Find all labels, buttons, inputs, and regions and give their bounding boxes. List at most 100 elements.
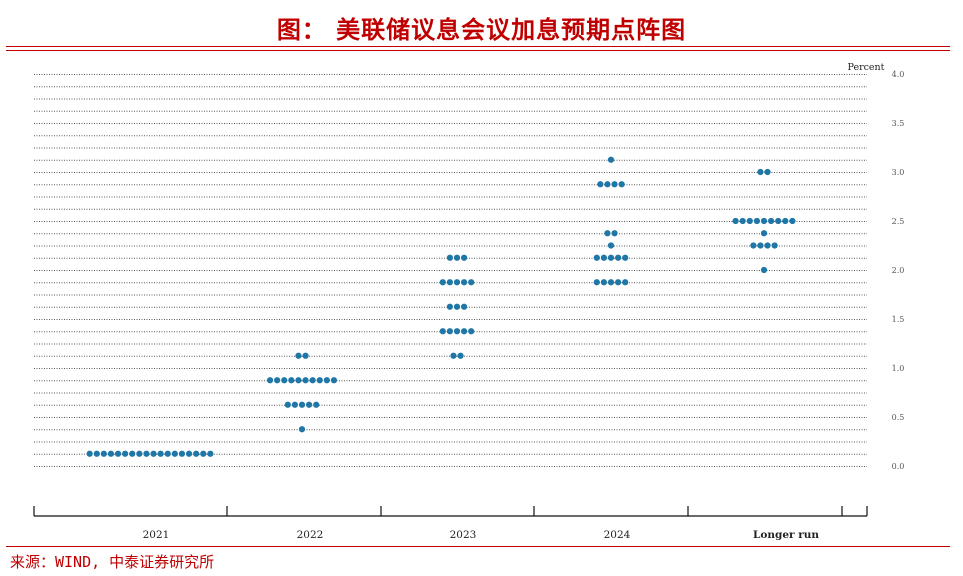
dot-mark (316, 377, 323, 384)
dot-mark (739, 217, 746, 225)
dot-mark (453, 303, 461, 310)
dot-mark (164, 450, 171, 457)
dot-mark (114, 450, 122, 457)
y-tick-label: 3.5 (892, 119, 905, 128)
dot-mark (446, 328, 453, 335)
dot-mark (330, 377, 338, 384)
dot-mark (457, 352, 464, 359)
y-tick-label: 3.0 (892, 168, 905, 177)
dot-mark (453, 279, 461, 286)
dot-mark (760, 217, 768, 225)
dot-mark (266, 377, 274, 384)
dot-mark (284, 401, 291, 408)
title-bottom-rule (6, 50, 950, 51)
x-category-label: 2023 (450, 529, 477, 541)
x-category-label: 2024 (604, 529, 631, 541)
dot-mark (453, 254, 461, 261)
dot-mark (288, 377, 295, 384)
dot-mark (760, 266, 768, 274)
dot-mark (461, 279, 468, 286)
dot-mark (129, 450, 136, 457)
dot-mark (446, 303, 453, 310)
y-tick-label: 4.0 (892, 70, 905, 79)
dot-mark (782, 217, 789, 225)
dot-mark (468, 328, 475, 335)
dot-mark (757, 168, 764, 176)
dot-mark (93, 450, 100, 457)
dot-mark (295, 352, 302, 359)
x-category-label: Longer run (753, 529, 819, 541)
dot-mark (313, 401, 320, 408)
dot-mark (291, 401, 298, 408)
title-top-rule (6, 46, 950, 47)
y-tick-label: 1.0 (892, 364, 905, 373)
x-category-label: 2022 (297, 529, 324, 541)
dot-mark (604, 181, 611, 188)
dot-mark (302, 352, 309, 359)
dot-mark (622, 254, 629, 261)
dot-mark (764, 242, 771, 249)
dot-mark (178, 450, 186, 457)
dot-mark (607, 156, 615, 163)
dot-mark (597, 181, 604, 188)
dot-mark (607, 254, 615, 261)
dot-mark (439, 328, 446, 335)
dot-mark (461, 254, 468, 261)
dot-mark (171, 450, 178, 457)
source-rule (6, 546, 950, 547)
dot-mark (607, 242, 615, 249)
dot-mark (607, 279, 615, 286)
dot-mark (446, 254, 453, 261)
dot-mark (611, 181, 618, 188)
dot-mark (306, 401, 313, 408)
dot-mark (593, 254, 600, 261)
dot-mark (604, 230, 611, 237)
dot-mark (732, 217, 739, 225)
dot-mark (450, 352, 457, 359)
dot-mark (760, 230, 768, 237)
dot-mark (136, 450, 143, 457)
y-tick-label: 2.0 (892, 266, 905, 275)
source-note: 来源：WIND, 中泰证券研究所 (10, 553, 215, 571)
dot-mark (757, 242, 764, 249)
dot-mark (157, 450, 164, 457)
dot-mark (461, 328, 468, 335)
dot-mark (789, 217, 796, 225)
dot-mark (768, 217, 775, 225)
dot-mark (298, 426, 306, 433)
dot-mark (764, 168, 771, 176)
y-tick-label: 2.5 (892, 217, 905, 226)
dot-mark (200, 450, 207, 457)
y-tick-label: 0.0 (892, 462, 905, 471)
x-category-label: 2021 (143, 529, 170, 541)
dot-mark (622, 279, 629, 286)
dot-mark (207, 450, 214, 457)
dot-mark (193, 450, 200, 457)
dot-mark (107, 450, 115, 457)
dot-mark (618, 181, 625, 188)
dot-mark (446, 279, 453, 286)
dot-mark (295, 377, 302, 384)
dot-mark (750, 242, 757, 249)
dot-mark (453, 328, 461, 335)
dot-mark (753, 217, 761, 225)
dot-mark (323, 377, 330, 384)
dot-mark (439, 279, 446, 286)
y-axis-label: Percent (847, 62, 884, 73)
dot-mark (615, 254, 622, 261)
dot-mark (309, 377, 316, 384)
dot-mark (143, 450, 150, 457)
dot-mark (600, 254, 608, 261)
dot-mark (611, 230, 618, 237)
dot-mark (746, 217, 753, 225)
chart-title: 图： 美联储议息会议加息预期点阵图 (276, 15, 687, 44)
y-tick-label: 1.5 (892, 315, 905, 324)
dot-mark (593, 279, 600, 286)
y-tick-label: 0.5 (892, 413, 905, 422)
dot-mark (298, 401, 306, 408)
dot-mark (185, 450, 193, 457)
dot-mark (775, 217, 782, 225)
dot-mark (615, 279, 622, 286)
dot-mark (461, 303, 468, 310)
